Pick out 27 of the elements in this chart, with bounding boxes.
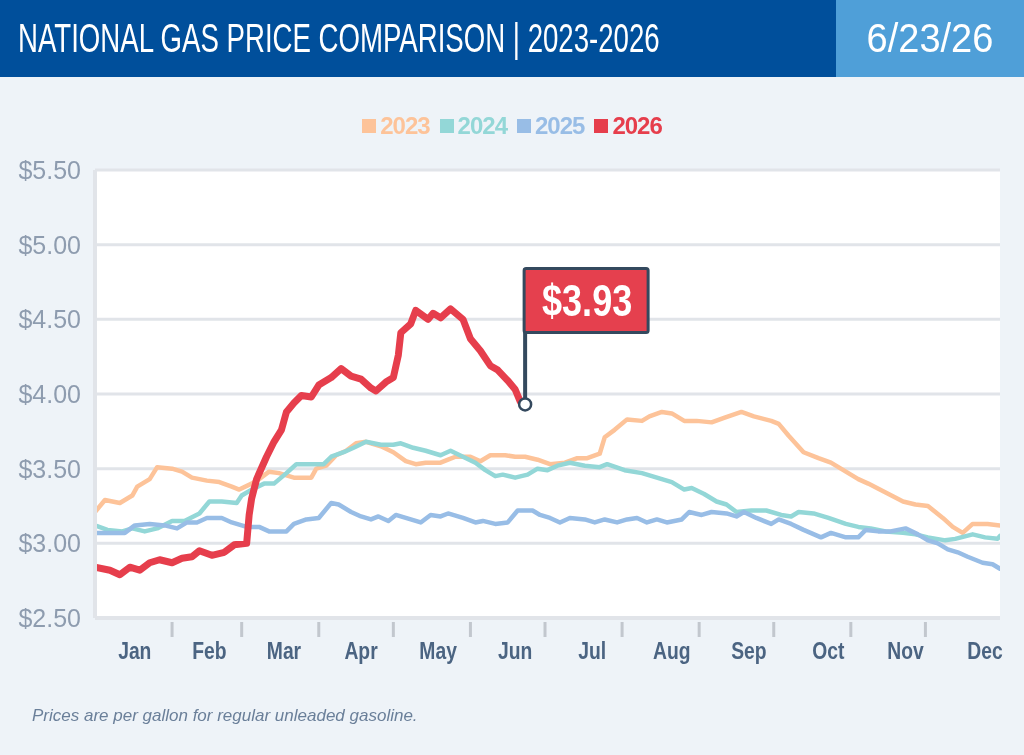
y-tick-label: $4.00 — [18, 380, 81, 408]
x-tick-label: Nov — [887, 638, 924, 664]
x-tick-label: Aug — [653, 638, 691, 665]
y-tick-label: $4.50 — [18, 305, 81, 334]
legend-label: 2024 — [457, 112, 507, 140]
y-tick-label: $5.00 — [18, 230, 81, 259]
y-tick-label: $5.50 — [18, 156, 81, 184]
x-tick-label: Jun — [498, 638, 533, 664]
y-tick-label: $3.00 — [18, 529, 81, 558]
legend-label: 2026 — [612, 112, 662, 140]
x-tick-label: Apr — [344, 638, 378, 665]
x-tick-label: Dec — [967, 638, 1003, 664]
y-tick-label: $2.50 — [18, 604, 81, 632]
y-tick-label: $3.50 — [18, 454, 81, 483]
text: Prices are per gallon for regular unleaded gasoline. — [32, 706, 418, 726]
x-tick-label: Feb — [192, 638, 227, 664]
legend-label: 2023 — [380, 112, 430, 140]
x-tick-label: Oct — [812, 638, 845, 664]
x-tick-label: Jul — [578, 638, 607, 664]
x-tick-label: Sep — [731, 638, 767, 665]
x-tick-label: May — [419, 638, 458, 665]
chart-title: NATIONAL GAS PRICE COMPARISON | 2023-2026 — [18, 15, 660, 62]
annotation: $3.93 — [541, 277, 633, 327]
x-tick-label: Jan — [118, 638, 152, 664]
legend-label: 2025 — [535, 112, 585, 140]
x-tick-label: Mar — [266, 638, 302, 664]
chart-subtitle: 6/23/26 — [865, 15, 995, 62]
